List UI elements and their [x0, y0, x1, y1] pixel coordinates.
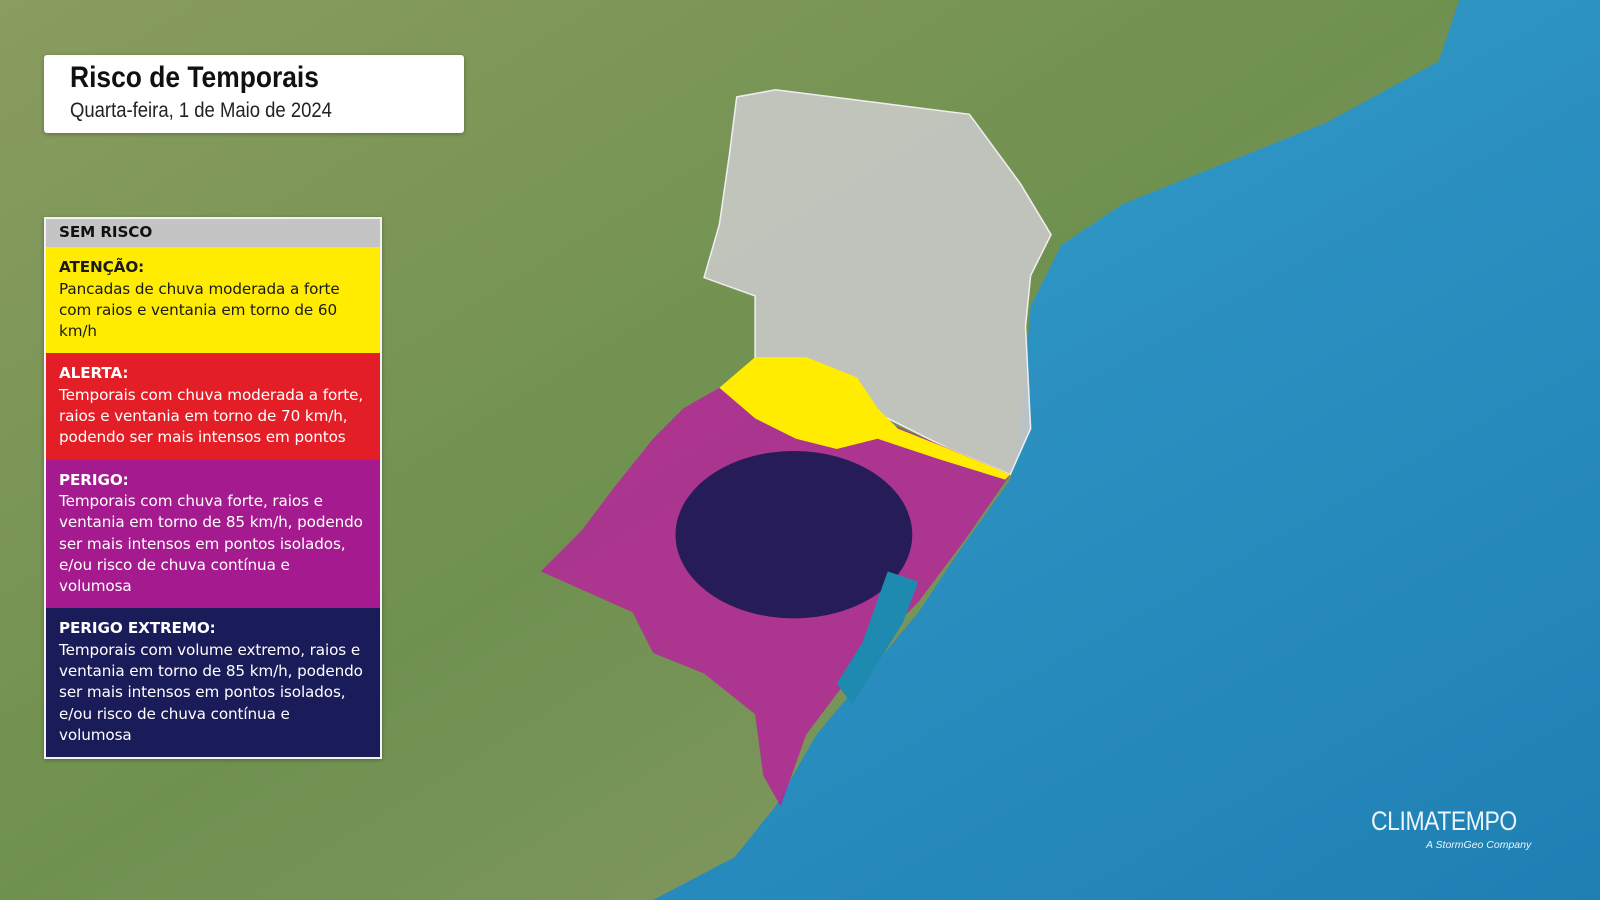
legend-item-description: Temporais com chuva moderada a forte, ra…: [59, 385, 364, 447]
legend-item-title: SEM RISCO: [59, 223, 153, 241]
risk-legend: SEM RISCO ATENÇÃO: Pancadas de chuva mod…: [44, 217, 382, 760]
attention-area: [719, 357, 1011, 480]
extreme-danger-area: [675, 451, 913, 619]
legend-item-perigo-extremo: PERIGO EXTREMO: Temporais com volume ext…: [46, 608, 380, 758]
legend-item-sem-risco: SEM RISCO: [46, 219, 380, 248]
legend-item-title: ATENÇÃO:: [59, 258, 145, 277]
climatempo-logo: CLIMATEMPO: [1371, 806, 1517, 836]
logo-tagline: A StormGeo Company: [1426, 839, 1532, 851]
legend-item-description: Pancadas de chuva moderada a forte com r…: [59, 279, 340, 341]
legend-item-description: Temporais com volume extremo, raios e ve…: [59, 640, 363, 744]
legend-item-title: PERIGO:: [59, 470, 129, 489]
legend-item-atencao: ATENÇÃO: Pancadas de chuva moderada a fo…: [46, 247, 380, 354]
legend-item-description: Temporais com chuva forte, raios e venta…: [59, 491, 363, 596]
legend-item-title: PERIGO EXTREMO:: [59, 619, 216, 638]
lagoon: [836, 571, 919, 705]
map-date: Quarta-feira, 1 de Maio de 2024: [70, 99, 332, 122]
legend-item-perigo: PERIGO: Temporais com chuva forte, raios…: [46, 459, 380, 609]
legend-item-alerta: ALERTA: Temporais com chuva moderada a f…: [46, 353, 380, 460]
title-box: Risco de Temporais Quarta-feira, 1 de Ma…: [44, 55, 464, 133]
legend-item-title: ALERTA:: [59, 364, 129, 383]
map-title: Risco de Temporais: [70, 61, 319, 94]
